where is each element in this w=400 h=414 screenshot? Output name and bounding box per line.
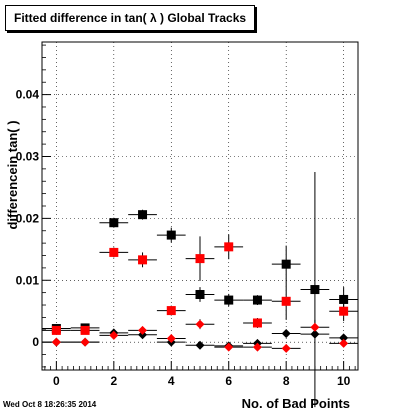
data-point-square <box>195 254 205 264</box>
x-tick-label: 4 <box>168 374 175 388</box>
data-point-square <box>138 255 148 265</box>
x-tick-label: 10 <box>337 374 351 388</box>
data-point-square <box>224 242 234 252</box>
data-point-diamond <box>80 337 90 347</box>
data-point-square <box>339 306 349 316</box>
axis-ticks: 0 2 4 6 8 10 0 0.01 0.02 0.03 0.04 <box>16 44 356 388</box>
data-point-square <box>281 259 291 269</box>
y-tick-label: 0.02 <box>16 211 40 225</box>
x-tick-label: 2 <box>110 374 117 388</box>
data-point-diamond <box>281 343 291 353</box>
data-point-square <box>281 296 291 306</box>
x-tick-label: 6 <box>225 374 232 388</box>
x-tick-label: 8 <box>283 374 290 388</box>
timestamp: Wed Oct 8 18:26:35 2014 <box>3 400 97 409</box>
data-point-square <box>109 247 119 257</box>
chart-title: Fitted difference in tan( λ ) Global Tra… <box>14 11 247 25</box>
data-point-square <box>224 295 234 305</box>
data-point-square <box>109 218 119 228</box>
data-point-diamond <box>224 342 234 352</box>
plot-frame <box>41 41 359 371</box>
y-tick-label: 0.04 <box>16 88 40 102</box>
data-point-diamond <box>51 337 61 347</box>
data-point-diamond <box>138 325 148 335</box>
data-point-diamond <box>281 328 291 338</box>
data-markers <box>42 171 358 408</box>
data-point-diamond <box>195 340 205 350</box>
data-point-square <box>310 285 320 295</box>
data-point-diamond <box>310 322 320 332</box>
data-point-square <box>195 289 205 299</box>
data-point-square <box>51 325 61 335</box>
data-point-diamond <box>109 330 119 340</box>
data-point-square <box>166 306 176 316</box>
y-tick-label: 0 <box>32 335 39 349</box>
data-point-square <box>339 294 349 304</box>
data-point-square <box>252 295 262 305</box>
chart-title-box: Fitted difference in tan( λ ) Global Tra… <box>5 5 255 31</box>
data-point-diamond <box>195 319 205 329</box>
y-tick-label: 0.03 <box>16 149 40 163</box>
data-point-diamond <box>339 333 349 343</box>
data-point-diamond <box>252 342 262 352</box>
data-point-square <box>80 325 90 335</box>
data-point-square <box>252 318 262 328</box>
y-tick-label: 0.01 <box>16 273 40 287</box>
y-axis-title: differencein tan( ) <box>5 120 20 229</box>
x-axis-title: No. of Bad Points <box>242 396 350 411</box>
x-tick-label: 0 <box>53 374 60 388</box>
data-point-diamond <box>339 338 349 348</box>
data-point-square <box>138 210 148 220</box>
data-point-diamond <box>166 333 176 343</box>
data-point-square <box>166 230 176 240</box>
